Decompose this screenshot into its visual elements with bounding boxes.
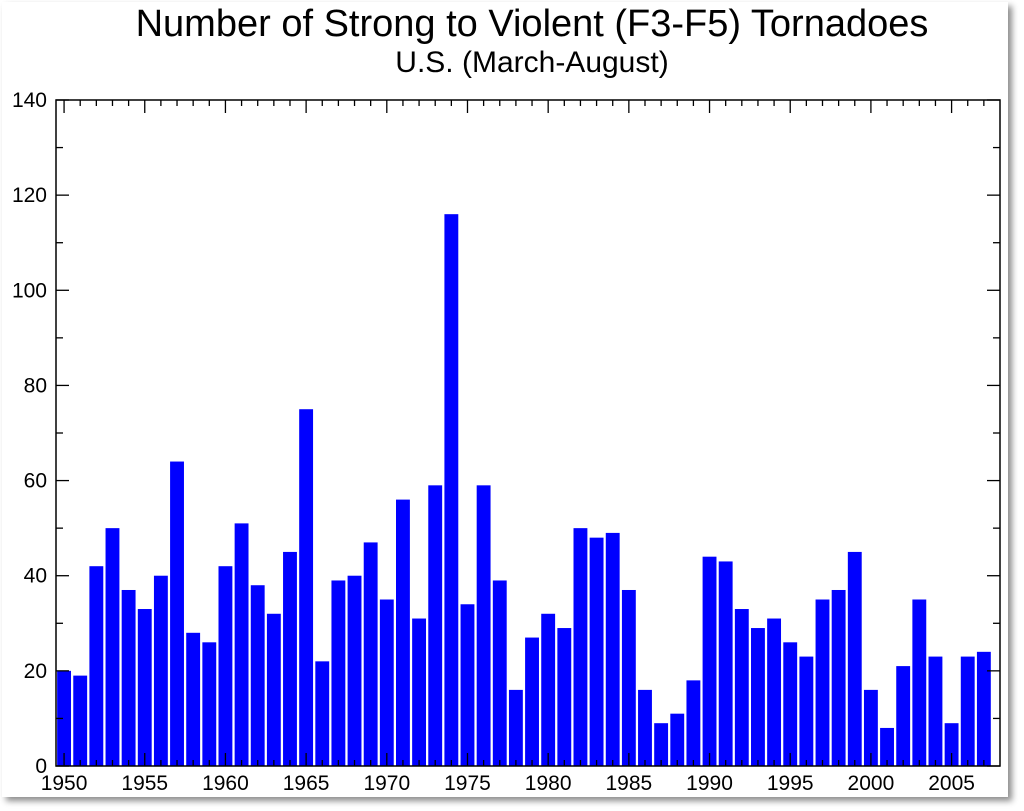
bar-2006 [960,656,975,766]
bar-1951 [73,675,88,766]
bar-1980 [541,613,556,766]
bar-2003 [912,599,927,766]
bar-1966 [315,661,330,766]
chart-title: Number of Strong to Violent (F3-F5) Torn… [135,3,929,45]
bar-1988 [670,713,685,766]
bar-1969 [363,542,378,766]
bar-1974 [444,214,459,766]
y-tick-label: 40 [24,565,47,588]
x-tick-label: 1980 [525,772,572,795]
bar-1982 [573,528,588,766]
x-tick-label: 1955 [121,772,168,795]
bar-1968 [347,575,362,766]
bar-2005 [944,723,959,766]
bar-1992 [734,609,749,766]
bar-1993 [751,628,765,766]
bar-1985 [621,589,636,766]
bar-1950 [57,670,72,766]
bar-2000 [863,689,878,766]
bar-1952 [89,566,104,766]
bar-1979 [525,637,539,766]
bar-1981 [557,628,572,766]
bar-1987 [654,723,669,766]
bar-1973 [428,485,443,766]
bar-1996 [799,656,814,766]
bar-1959 [202,642,217,766]
bar-1970 [379,599,394,766]
bar-1955 [137,609,152,766]
y-tick-label: 80 [24,374,47,397]
bar-1997 [815,599,830,766]
bar-1960 [218,566,233,766]
axes-group: 0 20 40 60 80 100 120 140 1950 1955 1960 1965 1970 19… [12,89,1001,795]
x-tick-label: 1970 [363,772,410,795]
bar-1964 [283,551,297,766]
x-tick-label: 1990 [686,772,733,795]
bars-group [57,214,991,766]
x-tick-label: 1950 [41,772,88,795]
bar-1962 [250,585,265,766]
bar-1963 [266,613,281,766]
bar-1957 [170,461,184,766]
bar-1971 [396,499,410,766]
y-tick-label: 60 [24,470,47,493]
bar-1990 [702,556,717,766]
bar-1991 [718,561,733,766]
x-tick-label: 1995 [767,772,814,795]
x-tick-label: 2000 [848,772,895,795]
x-tick-label: 1965 [283,772,330,795]
bar-2001 [880,727,894,766]
y-tick-label: 20 [24,660,47,683]
bar-1989 [686,680,701,766]
y-tick-label: 140 [12,89,47,112]
chart-subtitle: U.S. (March-August) [395,46,669,79]
bar-1986 [638,689,652,766]
bar-1961 [234,523,249,766]
bar-1984 [605,532,620,766]
bar-1967 [331,580,346,766]
x-tick-label: 1960 [202,772,249,795]
y-tick-label: 100 [12,279,47,302]
x-tick-label: 1975 [444,772,491,795]
bar-1972 [412,618,427,766]
bar-1999 [847,551,862,766]
x-tick-label: 2005 [928,772,975,795]
bar-2002 [896,666,911,766]
bar-1953 [105,528,120,766]
y-tick-label: 120 [12,184,47,207]
bar-1994 [767,618,782,766]
bar-1978 [508,689,523,766]
bar-1983 [589,537,604,766]
bar-2007 [976,651,991,766]
bar-1965 [299,409,314,766]
bar-1976 [476,485,491,766]
bar-1954 [121,589,136,766]
y-tick-label: 0 [35,755,47,778]
bar-1977 [492,580,507,766]
bar-1958 [186,632,201,766]
bar-1956 [153,575,168,766]
x-tick-label: 1985 [605,772,652,795]
bar-1998 [831,589,846,766]
bar-1975 [460,604,475,766]
bar-2004 [928,656,943,766]
bar-1995 [783,642,798,766]
